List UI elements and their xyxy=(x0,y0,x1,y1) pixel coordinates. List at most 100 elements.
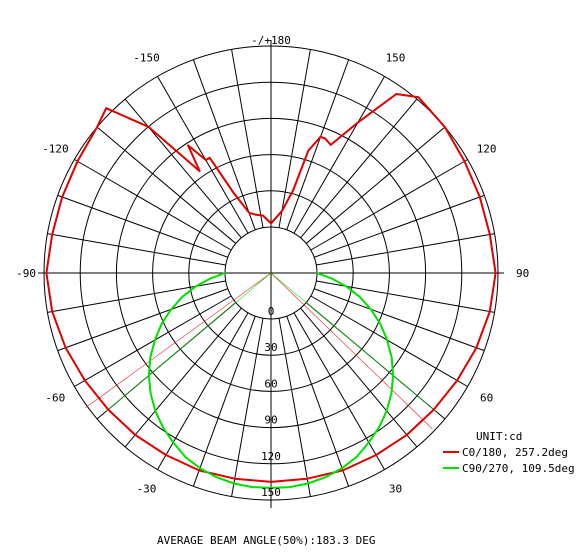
series-1-point-17 xyxy=(251,486,254,488)
peak-ray-1 xyxy=(85,272,272,409)
series-0-point-1 xyxy=(262,214,264,217)
unit-label: UNIT:cd xyxy=(476,430,522,443)
series-0-point-38 xyxy=(417,96,420,99)
grid-spoke-350 xyxy=(231,318,264,497)
grid-spoke-210 xyxy=(157,76,249,234)
grid-spoke-40 xyxy=(300,307,418,448)
series-1-point-16 xyxy=(233,482,235,485)
angular-label-120: 120 xyxy=(477,143,497,156)
grid-spoke-130 xyxy=(305,126,446,244)
series-0-point-39 xyxy=(395,93,398,95)
series-0-point-26 xyxy=(342,469,344,472)
series-1-point-29 xyxy=(390,356,393,359)
grid-spoke-190 xyxy=(231,49,264,228)
series-1-point-10 xyxy=(154,410,157,412)
grid-spoke-200 xyxy=(192,59,256,230)
grid-spoke-320 xyxy=(124,307,242,448)
grid-spoke-10 xyxy=(278,318,311,497)
beam-angle-footer: AVERAGE BEAM ANGLE(50%):183.3 DEG xyxy=(157,534,376,547)
radial-tick-90: 90 xyxy=(264,414,277,427)
grid-spoke-250 xyxy=(57,194,228,258)
angular-label-90: 90 xyxy=(516,267,529,280)
series-0-point-20 xyxy=(134,434,136,436)
series-1-point-27 xyxy=(390,392,393,395)
series-0-point-37 xyxy=(444,126,446,128)
legend-label-c0-180: C0/180, 257.2deg xyxy=(462,446,568,459)
peak-ray-3 xyxy=(106,272,272,412)
series-1-point-21 xyxy=(324,476,327,478)
angular-label--60: -60 xyxy=(45,392,65,405)
series-0-point-46 xyxy=(281,210,283,212)
series-1-point-20 xyxy=(307,482,309,485)
series-0-point-35 xyxy=(478,196,481,198)
series-1-point-7 xyxy=(149,356,152,359)
series-0-point-29 xyxy=(432,408,435,411)
axis-labels: 0 30 60 90 120 150 -/+180 150 120 90 60 30 -30 -60 -90… xyxy=(16,34,529,499)
series-1-point-4 xyxy=(170,308,172,311)
series-1-point-5 xyxy=(160,323,163,325)
series-1-point-9 xyxy=(149,392,152,395)
series-0-point-24 xyxy=(270,481,272,483)
peak-ray-0 xyxy=(270,272,433,430)
grid-spoke-150 xyxy=(293,76,385,234)
grid-spoke-70 xyxy=(314,288,485,352)
series-0-point-36 xyxy=(463,160,466,163)
series-1-point-34 xyxy=(345,285,347,288)
series-1-point-0 xyxy=(224,272,226,274)
series-1-point-1 xyxy=(209,277,212,280)
series-1-point-18 xyxy=(270,487,272,489)
series-line-0 xyxy=(45,93,497,483)
series-0-point-47 xyxy=(270,222,272,225)
radial-tick-30: 30 xyxy=(264,341,277,354)
series-0-point-15 xyxy=(45,272,48,274)
series-1-point-28 xyxy=(392,374,394,377)
series-0-point-31 xyxy=(475,346,478,349)
series-0-point-25 xyxy=(306,477,309,480)
series-0-point-23 xyxy=(233,477,236,480)
series-1-point-30 xyxy=(386,339,388,341)
series-1-point-23 xyxy=(355,456,358,458)
angular-label-30: 30 xyxy=(389,483,402,496)
series-0-point-5 xyxy=(208,157,211,159)
series-0-point-41 xyxy=(329,144,332,146)
series-1-point-24 xyxy=(368,441,370,444)
series-0-point-21 xyxy=(165,454,167,456)
series-0-point-18 xyxy=(84,379,86,382)
series-0-point-11 xyxy=(96,126,98,128)
series-0-point-34 xyxy=(488,233,491,236)
grid-spoke-340 xyxy=(192,316,256,487)
grid-spoke-60 xyxy=(310,295,468,387)
grid-spoke-120 xyxy=(310,159,468,251)
series-1-point-32 xyxy=(370,308,372,311)
series-0-point-22 xyxy=(198,469,200,472)
angular-label--120: -120 xyxy=(42,143,69,156)
peak-ray-2 xyxy=(270,272,436,412)
series-0-point-7 xyxy=(187,144,189,147)
series-1-point-8 xyxy=(148,374,150,377)
series-0-point-17 xyxy=(64,346,67,349)
series-0-point-3 xyxy=(248,211,250,214)
radial-tick-0: 0 xyxy=(268,305,275,318)
series-0-point-32 xyxy=(488,310,491,313)
radial-tick-60: 60 xyxy=(264,377,277,390)
series-0-point-27 xyxy=(375,454,377,456)
series-layer xyxy=(45,93,497,489)
series-0-point-44 xyxy=(307,149,310,152)
grid-spoke-100 xyxy=(316,233,495,266)
series-0-point-40 xyxy=(357,121,359,124)
angular-label--150: -150 xyxy=(133,51,160,64)
series-0-point-19 xyxy=(107,408,110,411)
series-0-point-33 xyxy=(494,272,497,274)
series-0-point-8 xyxy=(198,170,201,172)
grid-spoke-230 xyxy=(96,126,237,244)
series-0-point-16 xyxy=(51,310,54,313)
grid-spoke-170 xyxy=(278,49,311,228)
series-1-point-36 xyxy=(316,272,318,274)
series-0-point-30 xyxy=(456,379,458,382)
series-0-point-10 xyxy=(105,107,108,110)
series-0-point-42 xyxy=(324,137,327,140)
series-1-point-11 xyxy=(162,426,164,429)
grid-spoke-330 xyxy=(157,312,249,470)
series-1-point-2 xyxy=(195,285,197,288)
angular-label-150: 150 xyxy=(386,51,406,64)
